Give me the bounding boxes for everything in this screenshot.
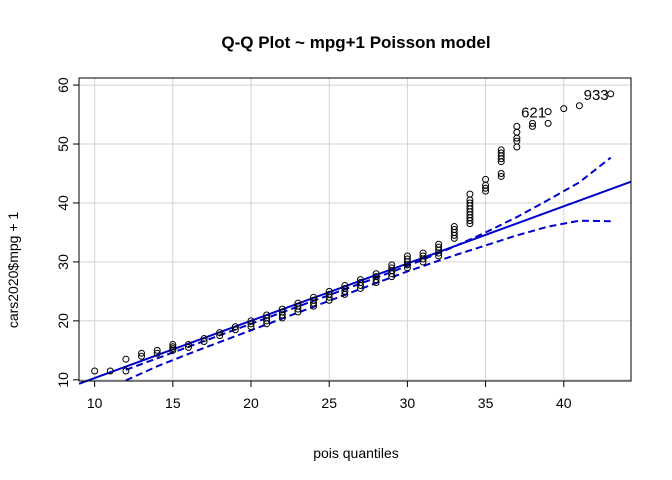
data-point <box>325 290 333 298</box>
confidence-bands <box>125 156 612 382</box>
data-point <box>497 146 505 154</box>
y-tick-label: 20 <box>55 313 71 329</box>
data-point <box>122 367 130 375</box>
data-point <box>169 343 177 351</box>
x-tick-label: 25 <box>321 395 337 411</box>
x-axis-label: pois quantiles <box>313 445 399 461</box>
data-point <box>153 346 161 354</box>
x-tick-label: 30 <box>400 395 416 411</box>
data-point <box>388 261 396 269</box>
data-point <box>513 122 521 130</box>
x-tick-label: 10 <box>87 395 103 411</box>
data-point <box>497 172 505 180</box>
point-annotations: 621 933 <box>521 87 609 122</box>
y-tick-label: 60 <box>55 77 71 93</box>
data-point <box>231 323 239 331</box>
data-point <box>450 223 458 231</box>
data-point <box>607 90 615 98</box>
data-point <box>575 102 583 110</box>
data-point <box>294 302 302 310</box>
data-point <box>513 143 521 151</box>
data-point <box>263 311 271 319</box>
data-point <box>122 355 130 363</box>
data-point <box>513 128 521 136</box>
data-point <box>497 149 505 157</box>
data-point <box>466 199 474 207</box>
confidence-lower-line <box>125 219 611 382</box>
data-point <box>560 105 568 113</box>
data-point <box>513 137 521 145</box>
data-point <box>356 279 364 287</box>
data-point <box>372 270 380 278</box>
data-point <box>138 349 146 357</box>
y-axis-label: cars2020$mpg + 1 <box>5 212 21 329</box>
chart-title: Q-Q Plot ~ mpg+1 Poisson model <box>221 33 490 52</box>
data-points <box>91 90 615 375</box>
data-point <box>106 367 114 375</box>
data-point <box>247 317 255 325</box>
point-annotation: 933 <box>584 87 609 104</box>
data-point <box>482 175 490 183</box>
data-point <box>184 340 192 348</box>
y-tick-label: 10 <box>55 372 71 388</box>
data-point <box>419 252 427 260</box>
point-annotation: 621 <box>521 105 546 122</box>
data-point <box>450 226 458 233</box>
data-point <box>91 367 99 375</box>
grid-lines <box>79 78 631 381</box>
data-point <box>435 240 443 248</box>
data-point <box>544 119 552 127</box>
data-point <box>231 326 239 334</box>
data-point <box>341 284 349 292</box>
data-point <box>482 184 490 192</box>
data-point <box>497 169 505 177</box>
x-tick-label: 15 <box>165 395 181 411</box>
x-axis: 10 15 20 25 30 35 40 <box>87 381 572 411</box>
data-point <box>200 338 208 346</box>
data-point <box>247 320 255 328</box>
data-point <box>325 287 333 295</box>
y-axis: 10 20 30 40 50 60 <box>55 77 79 388</box>
data-point <box>403 255 411 263</box>
data-point <box>169 340 177 348</box>
fit-line <box>78 180 632 385</box>
y-tick-label: 30 <box>55 254 71 270</box>
data-point <box>310 293 318 301</box>
data-point <box>528 122 536 130</box>
data-point <box>138 352 146 360</box>
data-point <box>356 276 364 284</box>
data-point <box>341 282 349 290</box>
data-point <box>544 108 552 116</box>
data-point <box>372 273 380 281</box>
data-point <box>388 264 396 272</box>
x-tick-label: 20 <box>243 395 259 411</box>
data-point <box>278 305 286 313</box>
data-point <box>310 296 318 304</box>
data-point <box>435 243 443 251</box>
y-tick-label: 50 <box>55 136 71 152</box>
x-tick-label: 35 <box>478 395 494 411</box>
data-point <box>263 314 271 322</box>
data-point <box>216 329 224 337</box>
y-tick-label: 40 <box>55 195 71 211</box>
plot-frame <box>78 77 632 382</box>
data-point <box>403 252 411 260</box>
fit-line-group <box>78 180 632 385</box>
data-point <box>184 343 192 351</box>
data-point <box>153 349 161 357</box>
confidence-upper-line <box>125 156 612 371</box>
data-point <box>294 299 302 307</box>
data-point <box>216 332 224 340</box>
data-point <box>466 190 474 198</box>
x-tick-label: 40 <box>556 395 572 411</box>
data-point <box>278 308 286 316</box>
data-point <box>419 249 427 257</box>
data-point <box>528 119 536 127</box>
data-point <box>200 335 208 343</box>
